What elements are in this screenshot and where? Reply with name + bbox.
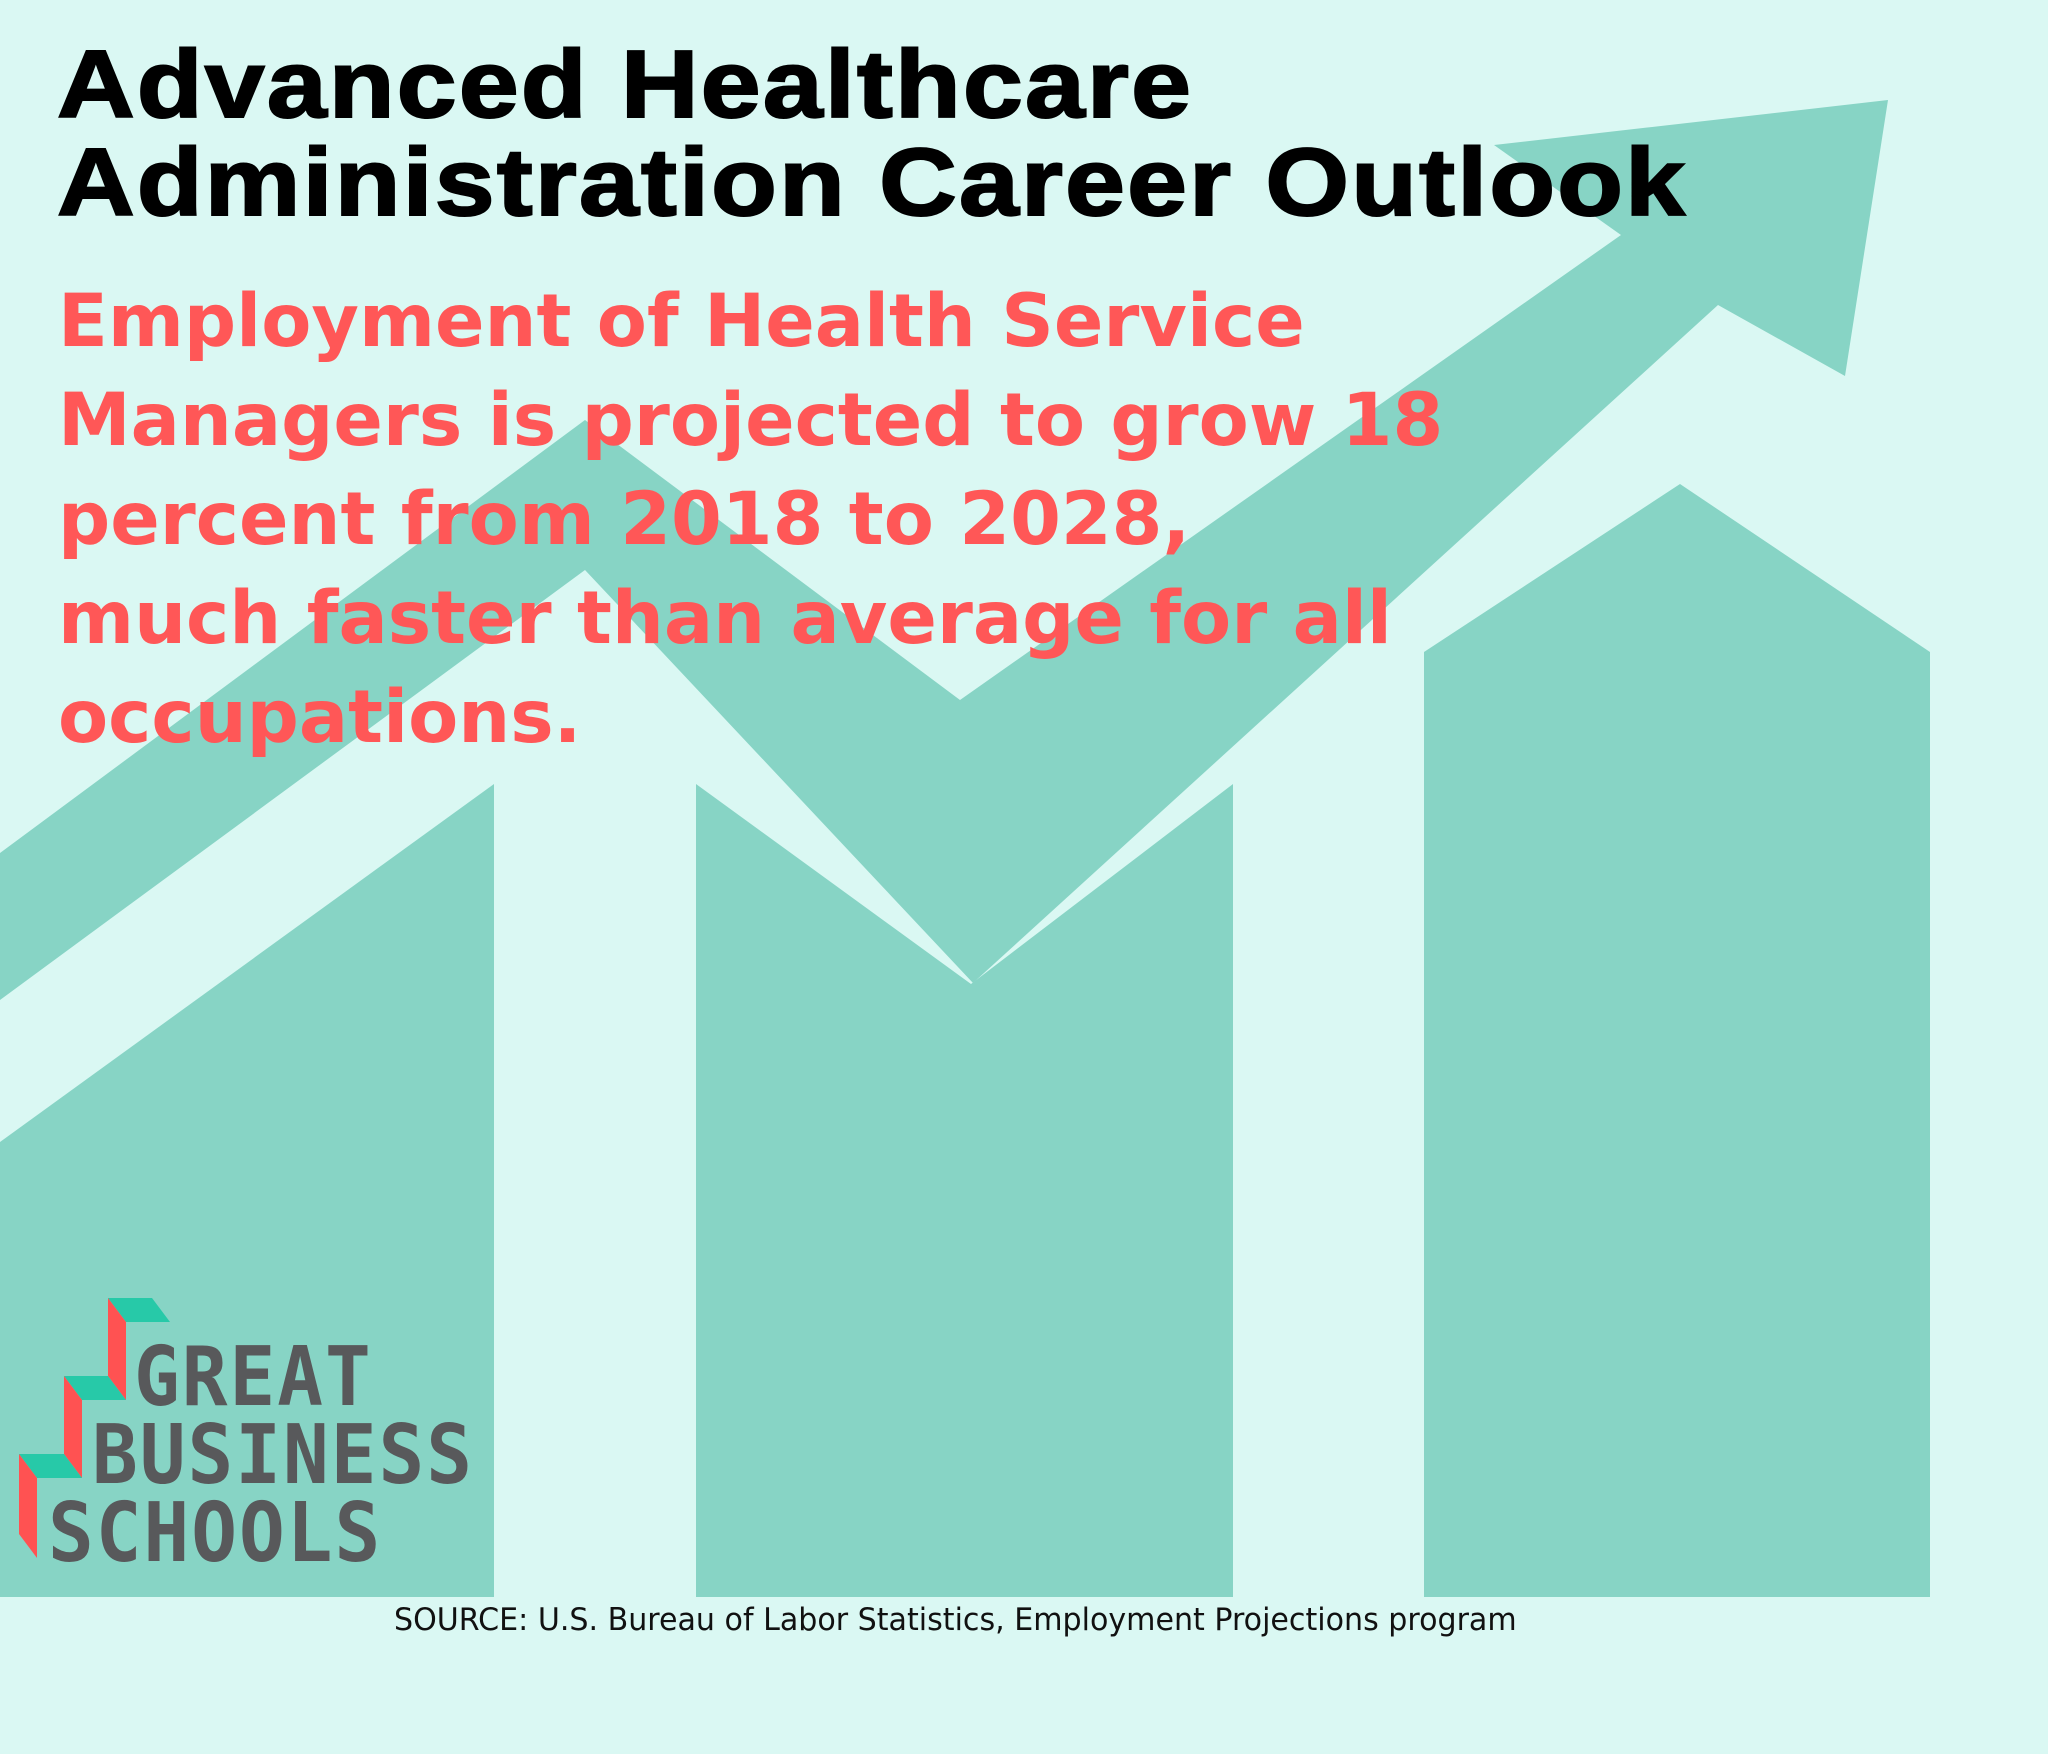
growth-statement: Employment of Health Service Managers is… [58, 272, 1443, 767]
bar-3 [1424, 484, 1930, 1597]
stairs-icon [19, 1298, 170, 1558]
trend-up-arrow-icon [0, 100, 1888, 1000]
logo-word-schools: SCHOOLS [48, 1484, 383, 1581]
statement-line-3: percent from 2018 to 2028, [58, 477, 1191, 562]
title-line-1: Advanced Healthcare [56, 31, 1194, 138]
logo-word-business: BUSINESS [92, 1406, 475, 1503]
logo-word-great: GREAT [134, 1328, 373, 1425]
statement-line-2: Managers is projected to grow 18 [58, 378, 1444, 463]
title-line-2: Administration Career Outlook [56, 129, 1688, 236]
statement-line-4: much faster than average for all [58, 576, 1392, 661]
page-title: Advanced Healthcare Administration Caree… [56, 31, 1688, 236]
bar-2 [696, 784, 1233, 1597]
source-citation: SOURCE: U.S. Bureau of Labor Statistics,… [394, 1602, 1517, 1638]
statement-line-5: occupations. [58, 675, 582, 760]
great-business-schools-logo: GREAT BUSINESS SCHOOLS [16, 1296, 472, 1574]
statement-line-1: Employment of Health Service [58, 279, 1305, 364]
